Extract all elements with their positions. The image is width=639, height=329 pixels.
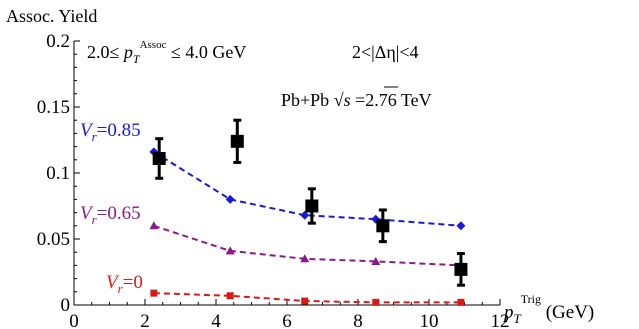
x-axis-label: pTTrig (GeV) — [502, 292, 594, 326]
model-point — [150, 289, 158, 297]
model-label: Vr=0 — [106, 272, 143, 296]
model-point — [225, 246, 235, 255]
x-tick-label: 2 — [140, 311, 150, 329]
model-point — [457, 298, 465, 306]
y-tick-label: 0.15 — [37, 97, 70, 118]
data-point — [305, 199, 319, 213]
model-point — [301, 297, 309, 305]
assoc-range-annotation: 2.0≤ pTAssoc ≤ 4.0 GeV — [87, 39, 246, 66]
x-tick-label: 10 — [420, 311, 439, 329]
model-point — [456, 221, 466, 231]
x-tick-label: 4 — [211, 311, 221, 329]
series — [149, 118, 468, 306]
data-point — [152, 151, 166, 165]
model-line — [153, 151, 461, 227]
x-tick-label: 0 — [69, 311, 79, 329]
y-tick-label: 0.05 — [37, 229, 70, 250]
model-point — [226, 292, 234, 300]
y-tick-label: 0.1 — [46, 163, 70, 184]
x-tick-label: 12 — [491, 311, 510, 329]
model-point — [300, 254, 310, 263]
data-point — [376, 219, 390, 233]
data-point — [230, 134, 244, 148]
y-tick-label: 0.2 — [46, 31, 70, 52]
model-point — [149, 221, 159, 230]
axes: 0 2 4 6 8 10 12 0 0.05 0.1 0.15 0.2 — [37, 31, 510, 329]
labels: Assoc. Yield pTTrig (GeV) 2.0≤ pTAssoc ≤ 4… — [6, 6, 594, 326]
eta-range-annotation: 2<|Δη|<4 — [352, 42, 419, 62]
model-point — [371, 256, 381, 265]
system-annotation: Pb+Pb √s =2.76 TeV — [281, 90, 432, 110]
y-tick-label: 0 — [61, 295, 71, 316]
model-label: Vr=0.85 — [80, 120, 141, 144]
x-tick-label: 6 — [282, 311, 292, 329]
model-label: Vr=0.65 — [80, 203, 141, 227]
model-point — [225, 194, 235, 204]
model-point — [372, 298, 380, 306]
y-axis-label: Assoc. Yield — [6, 6, 97, 26]
x-tick-label: 8 — [353, 311, 363, 329]
data-point — [454, 262, 468, 276]
model-point — [300, 210, 310, 220]
